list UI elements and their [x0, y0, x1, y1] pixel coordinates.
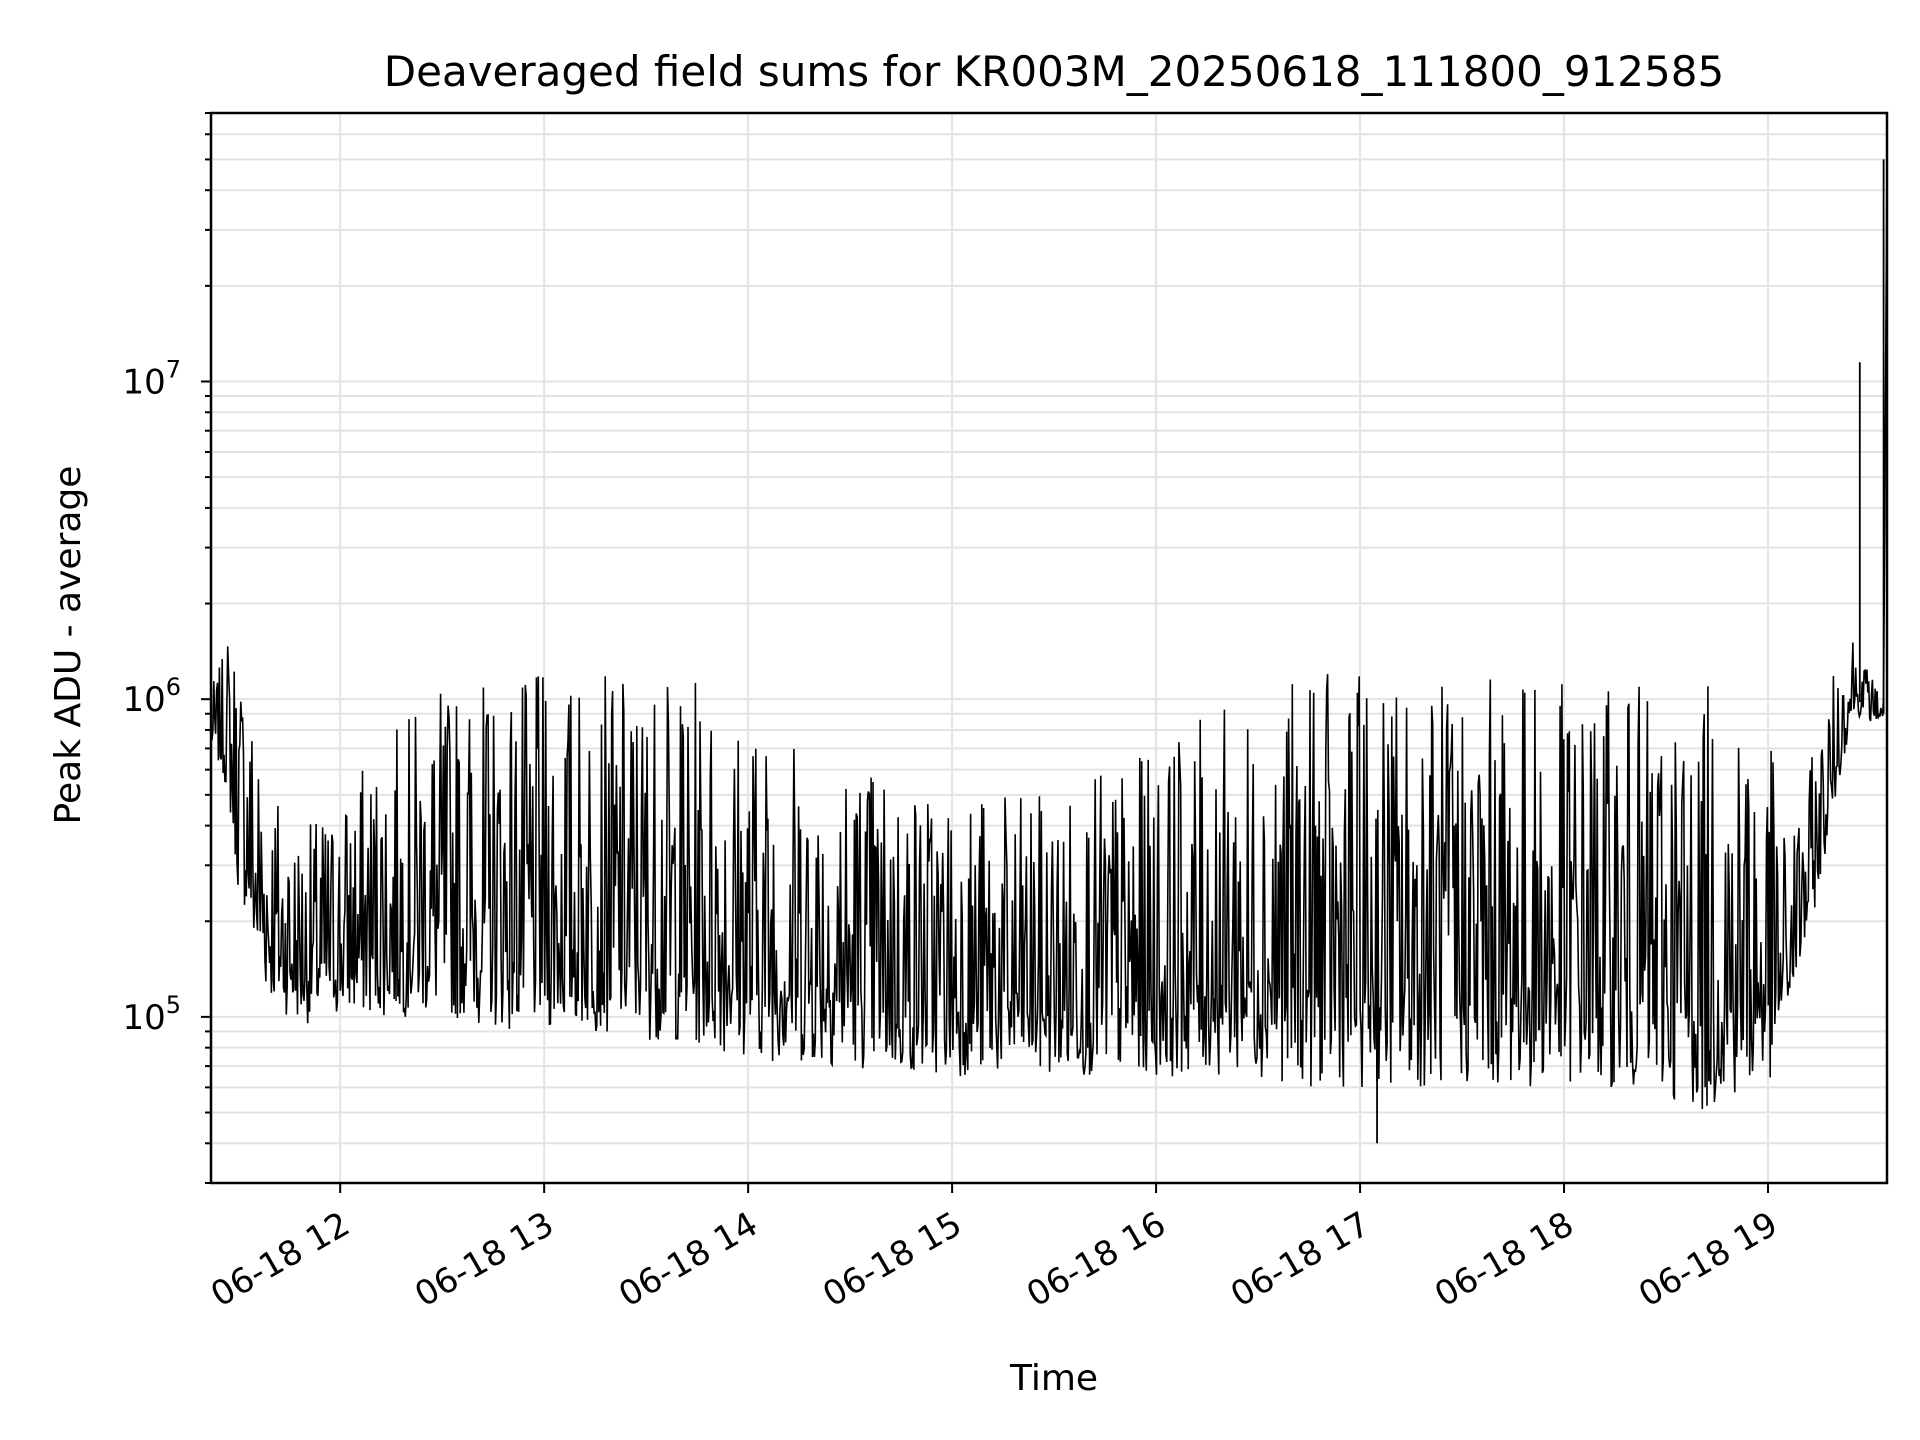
- y-tick-label: 105: [122, 991, 181, 1038]
- y-tick-label: 106: [122, 673, 181, 720]
- x-axis-title: Time: [1009, 1358, 1098, 1399]
- y-axis-title: Peak ADU - average: [48, 466, 89, 825]
- series-line: [210, 159, 1888, 1110]
- plot-frame: [209, 111, 1889, 1185]
- y-tick-label: 107: [122, 355, 181, 402]
- chart-title: Deaveraged field sums for KR003M_2025061…: [384, 47, 1724, 96]
- plot-area: [210, 159, 1888, 1144]
